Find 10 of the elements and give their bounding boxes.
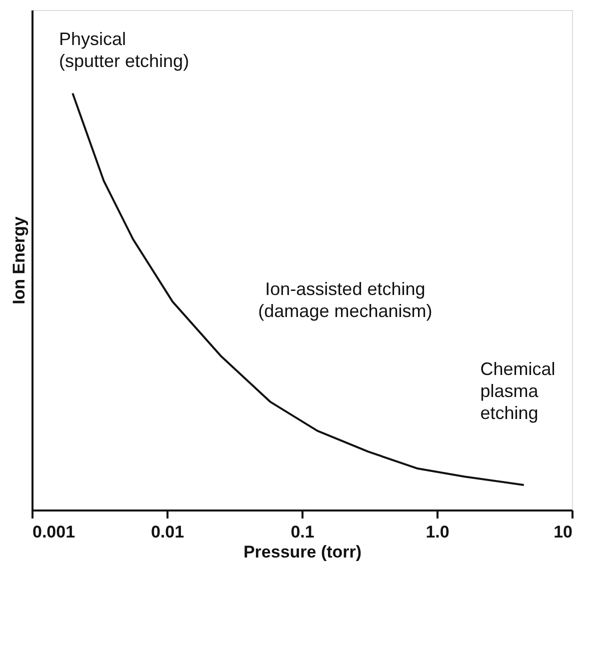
x-tick-label: 10 — [554, 522, 572, 542]
x-tick-label: 1.0 — [426, 522, 450, 542]
text: Physical (sputter etching) — [59, 29, 190, 71]
x-tick-label: 0.01 — [150, 522, 184, 542]
x-tick-label: 0.001 — [32, 522, 76, 542]
annotation: Chemical plasma etching — [480, 359, 556, 423]
x-axis-title: Pressure (torr) — [243, 542, 362, 562]
annotation: Ion-assisted etching (damage mechanism) — [258, 279, 432, 321]
y-axis-title: Ion Energy — [10, 216, 28, 304]
x-tick-label: 0.1 — [290, 522, 314, 542]
